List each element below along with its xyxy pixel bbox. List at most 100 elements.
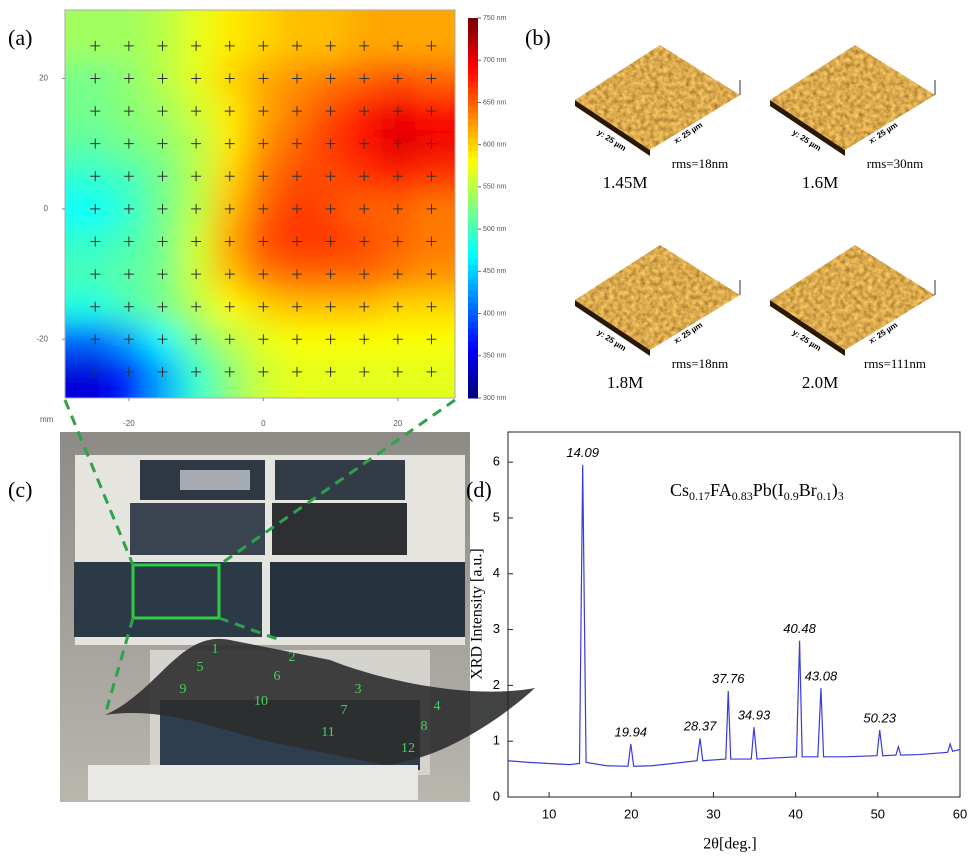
colorbar-step: [468, 151, 478, 158]
colorbar-step: [468, 259, 478, 266]
colorbar-step: [468, 360, 478, 367]
heatmap-cell: [31, 225, 112, 258]
colorbar-step: [468, 145, 478, 152]
heatmap-cell: [213, 0, 247, 63]
colorbar-step: [468, 227, 478, 234]
heatmap-cells: [31, 0, 489, 431]
x-axis-title: 2θ[deg.]: [703, 836, 756, 853]
colorbar-step: [468, 284, 478, 291]
heatmap-cell: [280, 0, 314, 63]
formula-part: 0.9: [784, 489, 799, 503]
colorbar-step: [468, 214, 478, 221]
peak-label: 40.48: [783, 621, 816, 636]
afm-rms: rms=30nm: [867, 156, 923, 171]
y-tick-label: 20: [39, 74, 48, 83]
formula-part: 0.17: [689, 489, 710, 503]
afm-rms: rms=18nm: [672, 356, 728, 371]
heatmap-cell: [347, 0, 381, 63]
colorbar-step: [468, 126, 478, 133]
formula: Cs0.17FA0.83Pb(I0.9Br0.1)3: [670, 480, 844, 503]
colorbar-step: [468, 233, 478, 240]
point-label: 5: [197, 660, 204, 675]
colorbar-step: [468, 240, 478, 247]
colorbar-label: 600 nm: [483, 142, 507, 149]
y-tick-label: 0: [493, 788, 500, 803]
formula-part: Cs: [670, 480, 689, 500]
panel-label: (c): [8, 477, 32, 502]
y-tick-label: 3: [493, 621, 500, 636]
colorbar-step: [468, 271, 478, 278]
colorbar-label: 550 nm: [483, 184, 507, 191]
heatmap-cell: [179, 0, 213, 63]
point-label: 7: [341, 703, 348, 718]
point-label: 12: [401, 741, 415, 756]
y-tick-label: -20: [36, 334, 48, 343]
x-tick-label: 0: [261, 419, 266, 428]
colorbar-step: [468, 132, 478, 139]
formula-part: Br: [799, 480, 817, 500]
point-label: 6: [274, 669, 281, 684]
y-tick-label: 6: [493, 454, 500, 469]
colorbar-step: [468, 119, 478, 126]
colorbar-step: [468, 37, 478, 44]
colorbar-label: 450 nm: [483, 268, 507, 275]
colorbar-step: [468, 347, 478, 354]
colorbar-label: 400 nm: [483, 310, 507, 317]
x-tick-label: 50: [871, 806, 885, 821]
heatmap-cell: [31, 258, 112, 291]
afm-label: 1.45M: [603, 173, 648, 192]
x-tick-label: 40: [788, 806, 802, 821]
heatmap: [31, 0, 489, 431]
colorbar-step: [468, 309, 478, 316]
afm-label: 1.6M: [802, 173, 838, 192]
colorbar-step: [468, 31, 478, 38]
colorbar-step: [468, 373, 478, 380]
colorbar-step: [468, 88, 478, 95]
heatmap-cell: [314, 0, 348, 63]
peak-label: 34.93: [738, 708, 771, 723]
x-tick-label: 10: [542, 806, 556, 821]
formula-part: Pb(I: [753, 480, 784, 501]
colorbar-step: [468, 81, 478, 88]
colorbar-step: [468, 50, 478, 57]
colorbar-step: [468, 265, 478, 272]
panel-label: (b): [525, 25, 551, 50]
colorbar-label: 350 nm: [483, 353, 507, 360]
colorbar-step: [468, 246, 478, 253]
afm-label: 1.8M: [607, 373, 643, 392]
peak-label: 43.08: [805, 668, 838, 683]
colorbar-step: [468, 43, 478, 50]
colorbar-step: [468, 56, 478, 63]
peak-label: 50.23: [863, 710, 896, 725]
colorbar-step: [468, 335, 478, 342]
x-axis-unit: mm: [40, 415, 54, 424]
formula-part: 0.1: [817, 489, 832, 503]
point-label: 10: [254, 694, 268, 709]
heatmap-cell: [112, 0, 146, 63]
heatmap-cell: [247, 0, 281, 63]
colorbar-step: [468, 328, 478, 335]
peak-label: 14.09: [566, 445, 599, 460]
heatmap-cell: [31, 127, 112, 160]
panel-label: (d): [466, 477, 492, 502]
colorbar-step: [468, 113, 478, 120]
heatmap-cell: [31, 160, 112, 193]
x-tick-label: 20: [393, 419, 402, 428]
colorbar-step: [468, 379, 478, 386]
heatmap-cell: [31, 95, 112, 128]
panel-label: (a): [8, 25, 32, 50]
colorbar-step: [468, 366, 478, 373]
colorbar-step: [468, 202, 478, 209]
colorbar-step: [468, 69, 478, 76]
figure: mm 2θ[deg.] XRD Intensity [a.u.] Cs0.17F…: [0, 0, 970, 857]
colorbar-step: [468, 176, 478, 183]
afm-rms: rms=111nm: [864, 356, 926, 371]
y-axis-title: XRD Intensity [a.u.]: [469, 548, 486, 680]
y-tick-label: 4: [493, 565, 500, 580]
colorbar-step: [468, 189, 478, 196]
colorbar-step: [468, 107, 478, 114]
colorbar-step: [468, 354, 478, 361]
